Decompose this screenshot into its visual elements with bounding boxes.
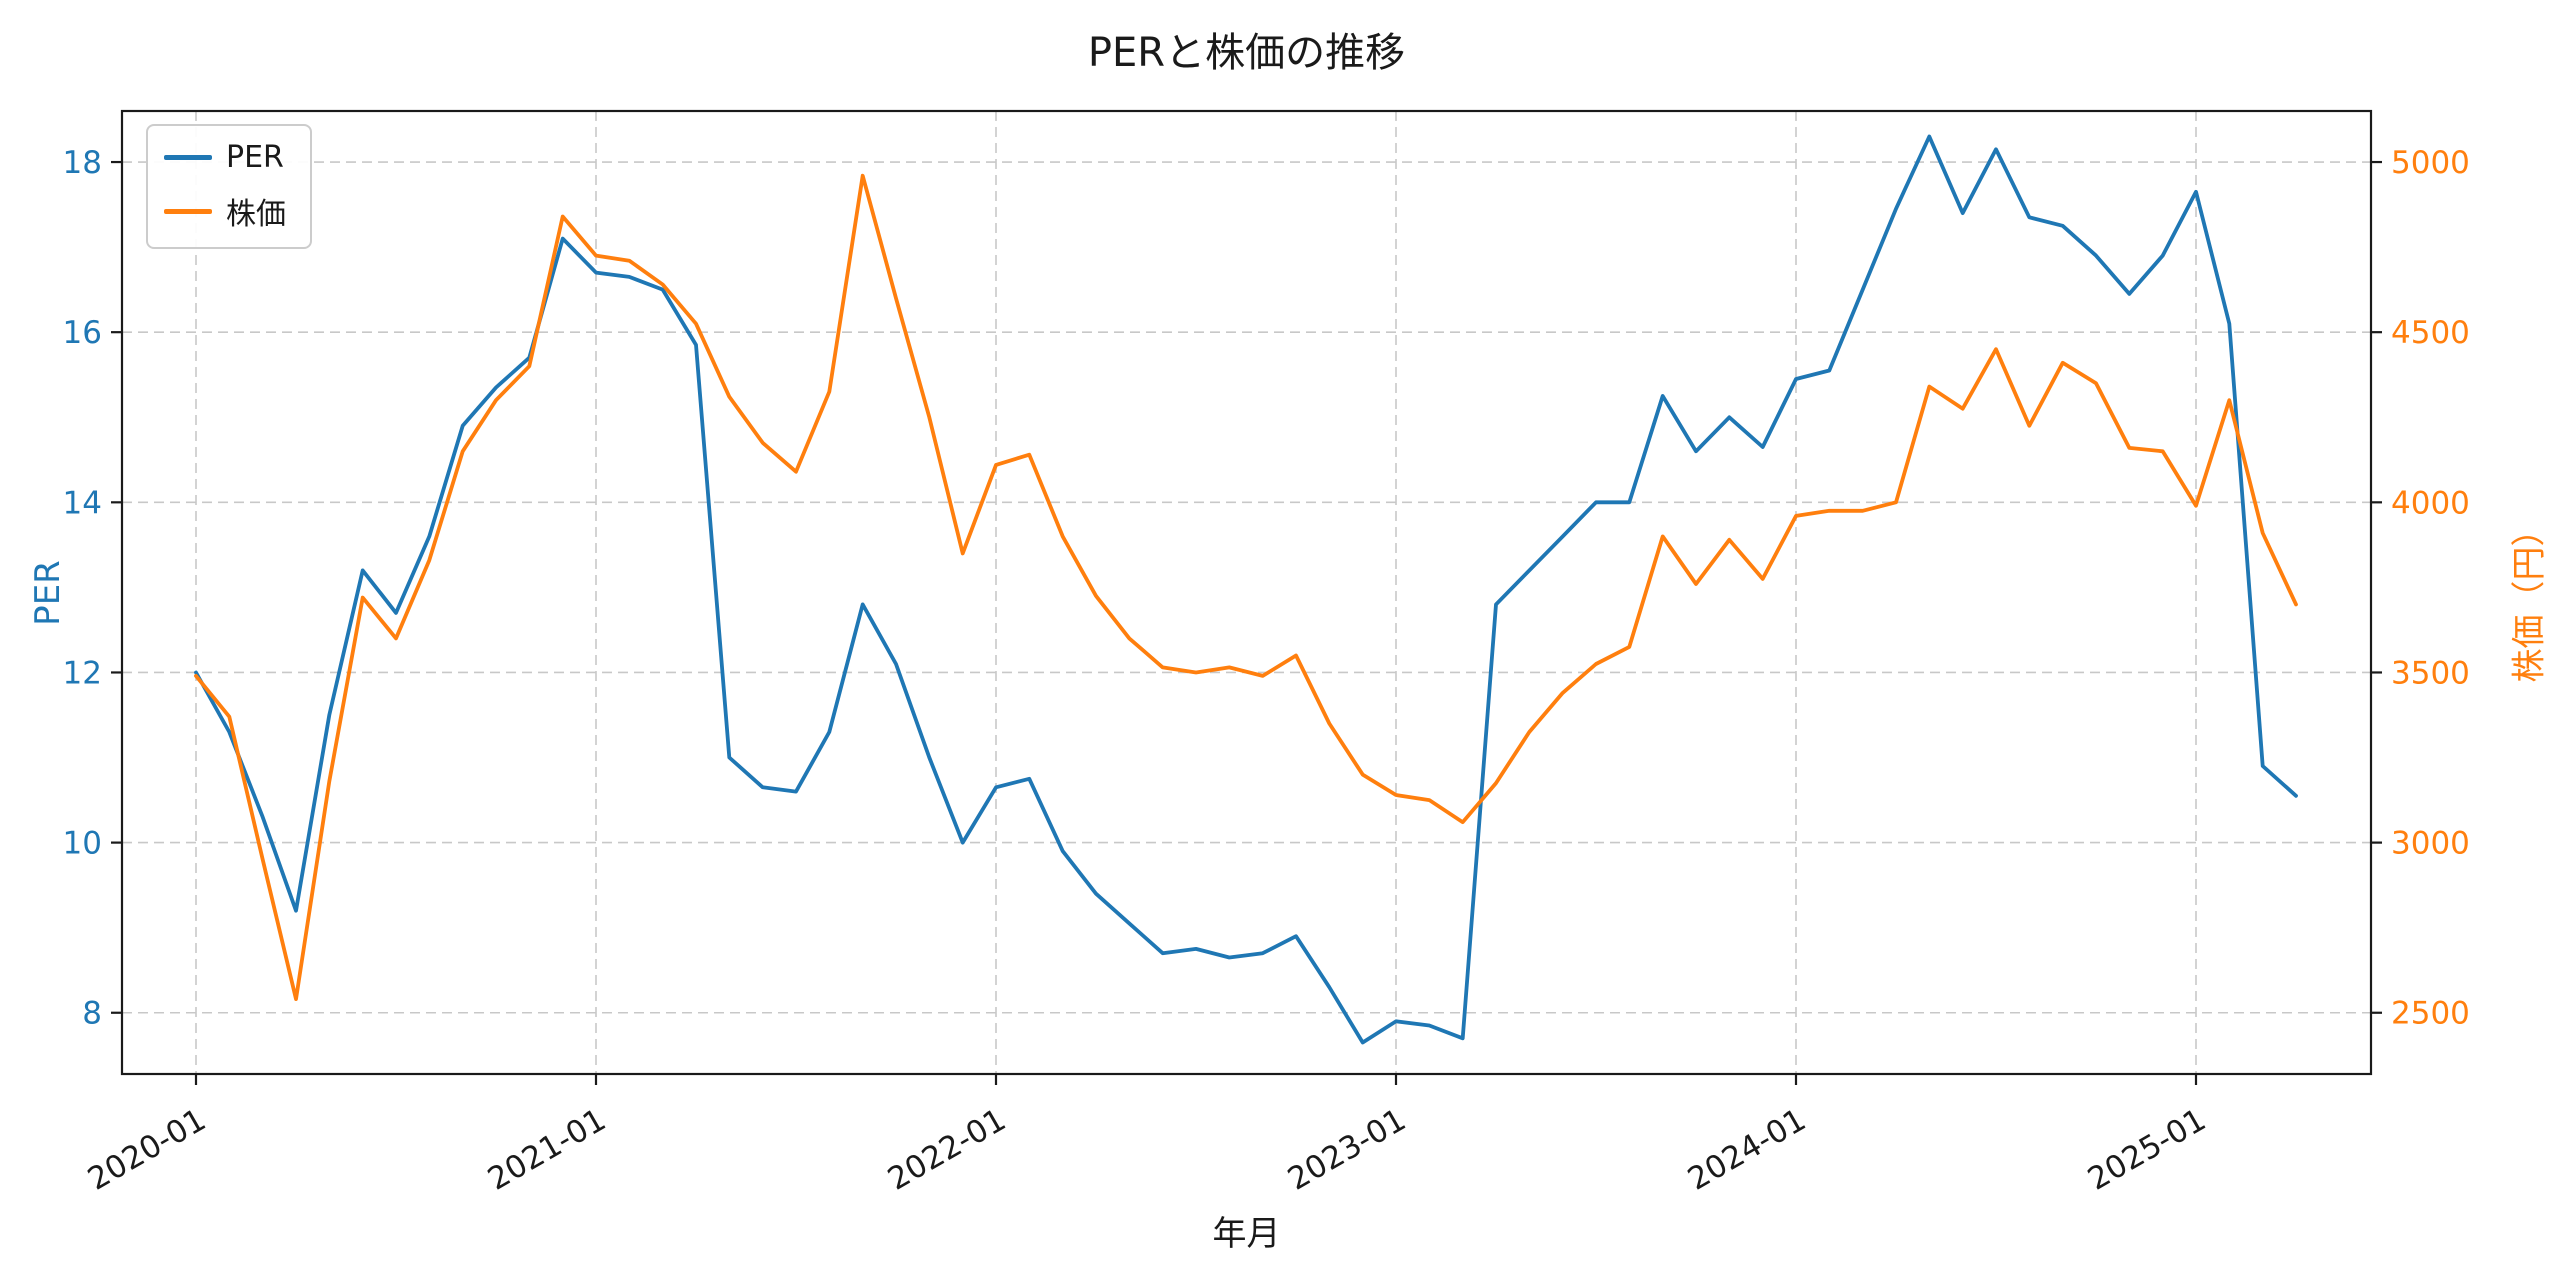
y-left-tick-label: 14 xyxy=(63,485,102,521)
y-right-tick-label: 2500 xyxy=(2391,996,2470,1032)
legend: PER 株価 xyxy=(146,124,312,249)
legend-item-per: PER xyxy=(164,140,286,175)
kabuka-line-swatch xyxy=(164,208,212,214)
gridlines xyxy=(122,111,2371,1074)
y-right-tick-label: 4000 xyxy=(2391,485,2470,521)
x-tick-label: 2020-01 xyxy=(82,1102,212,1198)
y-left-tick-label: 18 xyxy=(63,145,102,181)
y-right-tick-label: 5000 xyxy=(2391,145,2470,181)
kabuka-line-series xyxy=(194,173,2298,1001)
y-right-tick-label: 3500 xyxy=(2391,655,2470,691)
x-tick-label: 2021-01 xyxy=(482,1102,612,1198)
x-tick-label: 2023-01 xyxy=(1282,1102,1412,1198)
legend-label-per: PER xyxy=(226,140,284,175)
x-tick-label: 2024-01 xyxy=(1682,1102,1812,1198)
per-line-swatch xyxy=(164,155,212,160)
per-line-series xyxy=(194,134,2298,1045)
axes-frame xyxy=(120,109,2373,1076)
legend-item-kabuka: 株価 xyxy=(164,189,286,233)
y-left-tick-label: 12 xyxy=(63,655,102,691)
x-axis-label: 年月 xyxy=(1212,1214,1281,1254)
y-left-tick-label: 16 xyxy=(63,315,102,351)
y-axis-label-right: 株価（円） xyxy=(2509,512,2550,683)
x-tick-label: 2022-01 xyxy=(882,1102,1012,1198)
y-right-tick-label: 3000 xyxy=(2391,826,2470,862)
x-tick-label: 2025-01 xyxy=(2082,1102,2212,1198)
y-left-tick-label: 10 xyxy=(63,826,102,862)
chart-title: PERと株価の推移 xyxy=(1087,30,1406,76)
y-axis-label-left: PER xyxy=(28,560,68,626)
y-right-tick-label: 4500 xyxy=(2391,315,2470,351)
y-left-tick-label: 8 xyxy=(82,996,102,1032)
legend-label-kabuka: 株価 xyxy=(226,197,286,232)
